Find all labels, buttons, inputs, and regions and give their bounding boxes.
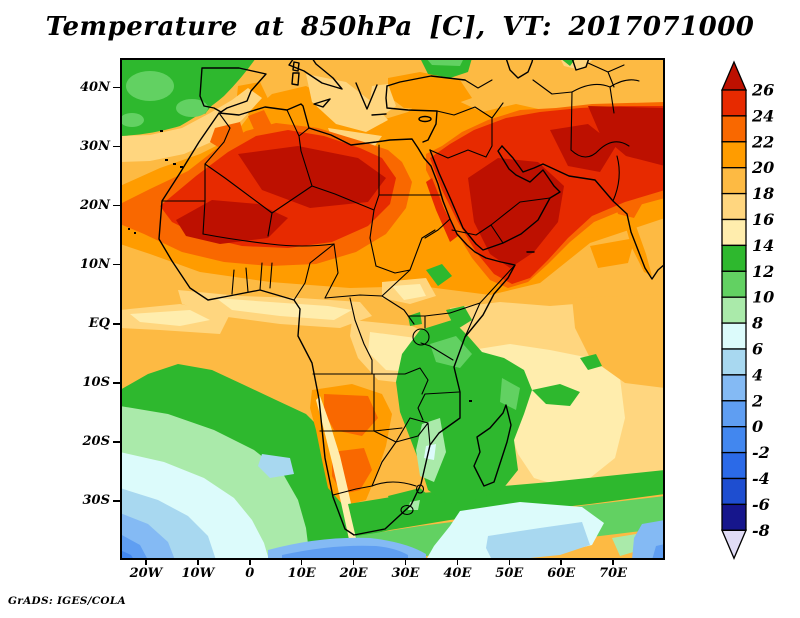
colorbar-level-label: -6	[752, 495, 770, 514]
lon-tick-mark	[300, 560, 303, 565]
lon-tick-label: 40E	[443, 566, 472, 581]
colorbar-level-label: 8	[751, 314, 763, 333]
lon-tick-mark	[249, 560, 251, 565]
colorbar-level-label: 24	[751, 106, 774, 125]
lon-tick-label: 0	[245, 566, 255, 581]
colorbar-level-label: 0	[752, 417, 763, 436]
colorbar-box	[721, 296, 747, 324]
colorbar-box	[721, 348, 747, 376]
colorbar-level-label: 6	[752, 340, 763, 359]
colorbar-level-label: 10	[752, 288, 774, 307]
colorbar-box	[721, 322, 747, 350]
colorbar-box	[721, 218, 747, 247]
lon-tick-label: 10W	[181, 566, 215, 581]
colorbar-level-label: 14	[752, 236, 774, 255]
lat-tick-label: EQ	[88, 315, 110, 331]
colorbar-box	[721, 400, 747, 428]
lon-tick-label: 70E	[599, 566, 628, 581]
lat-tick-label: 20N	[80, 197, 110, 213]
lat-tick-mark	[113, 86, 120, 89]
lon-tick-mark	[456, 560, 459, 565]
lat-tick-mark	[113, 204, 120, 207]
lon-tick-mark	[612, 560, 614, 565]
colorbar-box	[721, 89, 747, 117]
lat-tick-mark	[113, 323, 120, 325]
colorbar-box	[721, 477, 747, 506]
lat-tick-label: 20S	[82, 433, 110, 449]
colorbar-level-label: 12	[752, 262, 774, 281]
lon-tick-mark	[560, 560, 562, 565]
colorbar-box	[721, 426, 747, 454]
lon-tick-label: 20E	[339, 566, 368, 581]
colorbar-level-label: -2	[752, 443, 770, 462]
colorbar-box	[721, 503, 747, 531]
colorbar-level-label: -4	[752, 469, 770, 488]
lon-tick-mark	[508, 560, 511, 565]
colorbar-box	[721, 115, 747, 143]
lon-tick-mark	[352, 560, 355, 565]
colorbar-level-label: 18	[752, 184, 774, 203]
colorbar-box	[721, 244, 747, 272]
colorbar-level-label: 2	[751, 391, 763, 410]
colorbar-level-label: 20	[751, 158, 774, 177]
lat-tick-label: 40N	[80, 79, 110, 95]
colorbar-arrow-top	[721, 60, 747, 91]
lon-tick-mark	[197, 560, 199, 565]
lat-tick-label: 30S	[82, 492, 110, 508]
colorbar-box	[721, 167, 747, 195]
lat-tick-label: 10S	[82, 374, 110, 390]
colorbar-level-label: -8	[752, 521, 770, 540]
colorbar-arrow-bottom	[721, 529, 747, 560]
lon-tick-label: 20W	[129, 566, 163, 581]
colorbar-box	[721, 451, 747, 480]
plot-title: Temperature at 850hPa [C], VT: 201707100…	[45, 12, 755, 42]
colorbar-level-label: 16	[752, 210, 774, 229]
temperature-fill-layer	[120, 58, 665, 560]
lon-tick-label: 50E	[495, 566, 524, 581]
country-border-layer	[161, 62, 640, 516]
colorbar-level-label: 26	[751, 81, 774, 100]
lat-tick-mark	[113, 382, 120, 384]
lon-tick-mark	[145, 560, 147, 565]
colorbar-box	[721, 192, 747, 221]
colorbar-box	[721, 374, 747, 402]
colorbar-level-label: 22	[751, 132, 774, 151]
colorbar-box	[721, 270, 747, 298]
colorbar-level-label: 4	[752, 365, 763, 384]
lon-tick-label: 60E	[547, 566, 576, 581]
map-frame	[120, 58, 665, 560]
lon-tick-label: 10E	[287, 566, 316, 581]
lat-tick-mark	[113, 500, 120, 502]
lon-tick-label: 30E	[391, 566, 420, 581]
lon-tick-mark	[404, 560, 407, 565]
lat-tick-label: 10N	[80, 256, 110, 272]
lat-tick-mark	[113, 145, 120, 148]
temperature-map	[120, 58, 665, 560]
island-specks	[128, 130, 472, 402]
colorbar-box	[721, 141, 747, 169]
lat-tick-mark	[113, 441, 120, 443]
lat-tick-mark	[113, 263, 120, 266]
lat-tick-label: 30N	[80, 138, 110, 154]
grads-attribution: GrADS: IGES/COLA	[8, 595, 126, 607]
